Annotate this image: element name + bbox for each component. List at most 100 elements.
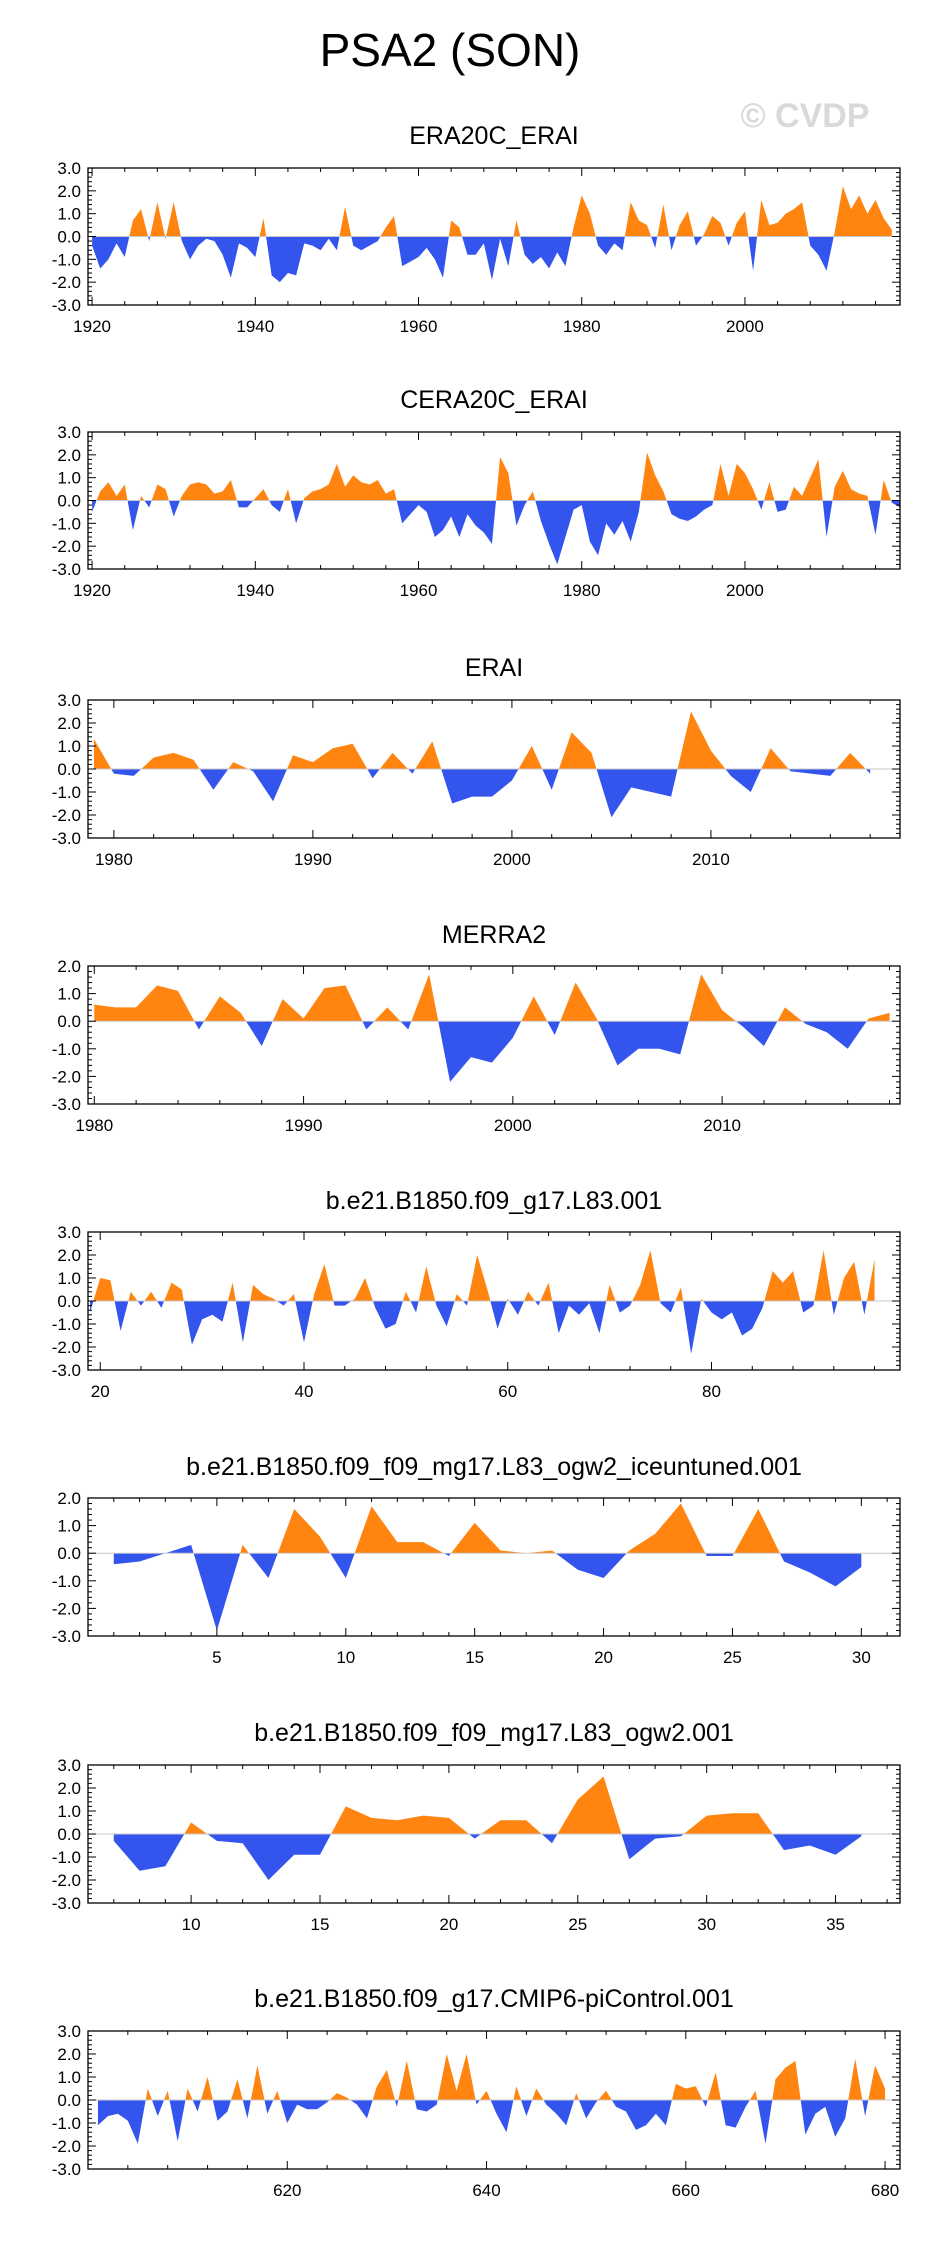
- positive-area: [540, 1282, 553, 1301]
- y-tick-label: -2.0: [52, 273, 81, 292]
- negative-area: [410, 1301, 419, 1313]
- positive-area: [448, 220, 463, 237]
- negative-area: [394, 2100, 399, 2107]
- positive-area: [675, 211, 694, 237]
- positive-area: [398, 2060, 415, 2100]
- watermark: © CVDP: [741, 97, 870, 135]
- chart-panel: ERAI 3.0 2.0 1.0 0.0 -1.0 -2.0 -3.0 1980 1990 2000…: [52, 654, 901, 869]
- positive-area: [418, 1266, 436, 1301]
- y-tick-label: 1.0: [57, 205, 81, 224]
- positive-area: [671, 2083, 703, 2100]
- y-tick-label: -3.0: [52, 1627, 81, 1646]
- negative-area: [236, 500, 254, 508]
- negative-area: [611, 2100, 672, 2130]
- y-tick-label: -2.0: [52, 1067, 81, 1086]
- positive-area: [626, 1503, 706, 1554]
- positive-area: [200, 2077, 213, 2100]
- positive-area: [814, 1250, 832, 1301]
- positive-area: [866, 1012, 890, 1022]
- negative-area: [280, 2100, 330, 2123]
- negative-area: [774, 500, 790, 512]
- negative-area: [151, 2100, 165, 2117]
- negative-area: [194, 1021, 205, 1030]
- negative-area: [542, 769, 559, 790]
- positive-area: [777, 1007, 803, 1022]
- y-tick-label: -1.0: [52, 250, 81, 269]
- x-tick-label: 1920: [73, 317, 111, 336]
- negative-area: [520, 236, 572, 269]
- negative-area: [192, 2100, 201, 2112]
- negative-area: [725, 769, 762, 792]
- positive-area: [513, 2086, 522, 2100]
- y-tick-label: 3.0: [57, 1756, 81, 1775]
- positive-area: [128, 1291, 138, 1301]
- panel-title: b.e21.B1850.f09_f09_mg17.L83_ogw2_iceunt…: [186, 1453, 802, 1481]
- y-tick-label: -3.0: [52, 1894, 81, 1913]
- y-tick-label: 0.0: [57, 1825, 81, 1844]
- negative-area: [264, 2100, 274, 2114]
- negative-area: [350, 2100, 373, 2119]
- negative-area: [148, 236, 151, 242]
- positive-area: [713, 463, 758, 501]
- positive-area: [184, 1822, 208, 1834]
- y-tick-label: -1.0: [52, 1572, 81, 1591]
- positive-area: [240, 1544, 250, 1554]
- positive-area: [558, 732, 597, 769]
- positive-area: [150, 202, 166, 237]
- negative-area: [165, 236, 167, 239]
- positive-area: [848, 2058, 863, 2100]
- positive-area: [379, 752, 408, 769]
- negative-area: [156, 1301, 165, 1308]
- positive-area: [129, 209, 149, 237]
- x-tick-label: 1960: [400, 581, 438, 600]
- x-tick-label: 20: [594, 1648, 613, 1667]
- x-tick-label: 1960: [400, 317, 438, 336]
- y-tick-label: 1.0: [57, 2068, 81, 2087]
- negative-area: [490, 2100, 514, 2133]
- positive-area: [231, 2079, 243, 2100]
- positive-area: [94, 985, 195, 1022]
- positive-area: [521, 996, 548, 1022]
- x-tick-label: 1990: [285, 1116, 323, 1135]
- x-tick-label: 2010: [703, 1116, 741, 1135]
- chart-panel: b.e21.B1850.f09_f09_mg17.L83_ogw2.001 3.0…: [52, 1719, 901, 1934]
- positive-area: [598, 2090, 612, 2100]
- positive-area: [836, 752, 866, 769]
- negative-area: [865, 769, 871, 774]
- negative-area: [831, 1301, 838, 1315]
- negative-area: [199, 769, 229, 790]
- negative-area: [725, 236, 732, 246]
- negative-area: [555, 1553, 627, 1579]
- positive-area: [707, 2072, 721, 2100]
- panel-title: b.e21.B1850.f09_f09_mg17.L83_ogw2.001: [254, 1719, 734, 1747]
- x-tick-label: 1990: [294, 850, 332, 869]
- y-tick-label: 2.0: [57, 1779, 81, 1798]
- x-tick-label: 1980: [563, 581, 601, 600]
- negative-area: [822, 500, 833, 538]
- negative-area: [97, 2100, 146, 2144]
- positive-area: [481, 1820, 542, 1834]
- positive-area: [833, 186, 892, 237]
- y-tick-label: 3.0: [57, 159, 81, 178]
- negative-area: [462, 236, 514, 280]
- negative-area: [772, 1834, 862, 1855]
- positive-area: [259, 218, 267, 237]
- chart-panel: ERA20C_ERAI 3.0 2.0 1.0 0.0 -1.0 -2.0 -3.0 1920 1…: [52, 122, 901, 336]
- positive-area: [287, 743, 368, 769]
- y-tick-label: 0.0: [57, 2091, 81, 2110]
- x-tick-label: 20: [91, 1382, 110, 1401]
- negative-area: [660, 1301, 676, 1313]
- y-tick-label: 2.0: [57, 957, 81, 976]
- positive-area: [702, 215, 726, 237]
- x-tick-label: 80: [702, 1382, 721, 1401]
- y-tick-label: -3.0: [52, 1095, 81, 1114]
- x-tick-label: 40: [295, 1382, 314, 1401]
- negative-area: [468, 1834, 482, 1839]
- x-tick-label: 35: [826, 1915, 845, 1934]
- y-tick-label: 3.0: [57, 423, 81, 442]
- negative-area: [235, 1301, 251, 1343]
- x-tick-label: 20: [439, 1915, 458, 1934]
- positive-area: [402, 1291, 411, 1301]
- positive-area: [657, 204, 670, 237]
